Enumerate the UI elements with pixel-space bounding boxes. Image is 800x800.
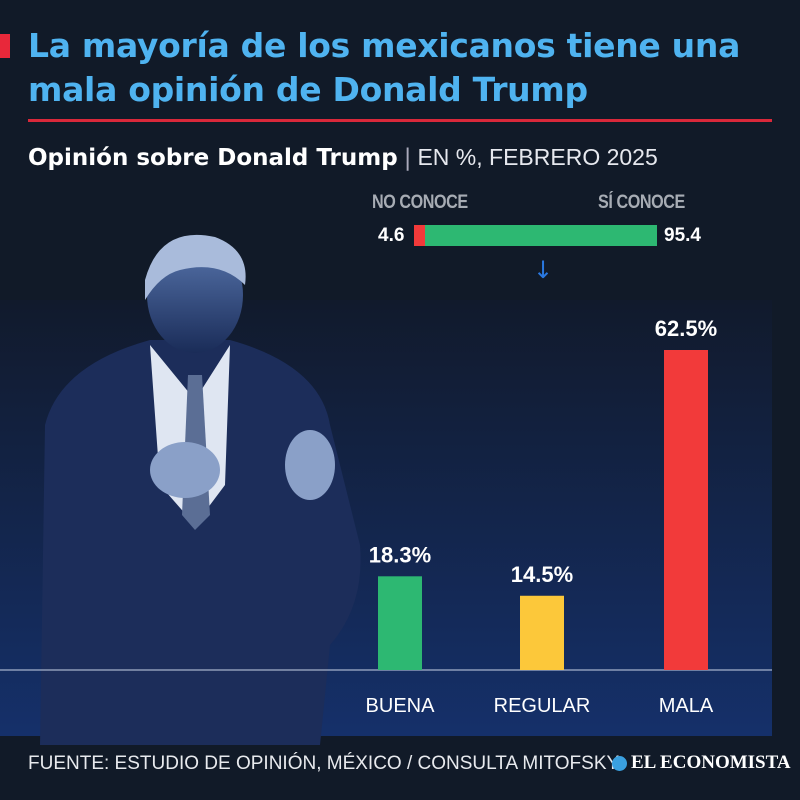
awareness-bar bbox=[414, 225, 657, 246]
chart-subtitle: Opinión sobre Donald Trump | EN %, FEBRERO… bbox=[28, 144, 658, 171]
category-label: MALA bbox=[659, 695, 714, 717]
title-accent-bar bbox=[0, 34, 10, 58]
bar-mala bbox=[664, 350, 708, 670]
globe-icon bbox=[612, 755, 627, 771]
value-label: 62.5% bbox=[655, 316, 717, 341]
bar-buena bbox=[378, 576, 422, 670]
logo-text: EL ECONOMISTA bbox=[631, 752, 791, 773]
source-note: FUENTE: ESTUDIO DE OPINIÓN, MÉXICO / CON… bbox=[28, 753, 620, 774]
page-title: La mayoría de los mexicanos tiene una ma… bbox=[28, 26, 741, 109]
si-conoce-value: 95.4 bbox=[664, 225, 701, 246]
trump-photo bbox=[40, 234, 361, 745]
si-conoce-label: SÍ CONOCE bbox=[598, 192, 685, 213]
value-label: 14.5% bbox=[511, 562, 573, 587]
arrow-down-icon: ↓ bbox=[533, 256, 554, 284]
value-label: 18.3% bbox=[369, 542, 431, 567]
no-conoce-label: NO CONOCE bbox=[372, 192, 468, 213]
title-divider bbox=[28, 119, 772, 122]
subtitle-text: Opinión sobre Donald Trump bbox=[28, 145, 398, 171]
subtitle-separator: | bbox=[403, 145, 412, 171]
awareness-no-segment bbox=[414, 225, 426, 246]
category-label: REGULAR bbox=[494, 695, 591, 717]
bar-regular bbox=[520, 595, 564, 670]
category-label: BUENA bbox=[366, 695, 436, 717]
awareness-yes-segment bbox=[425, 225, 657, 246]
el-economista-logo: EL ECONOMISTA bbox=[612, 752, 791, 774]
unit-label: EN %, FEBRERO 2025 bbox=[417, 144, 658, 170]
no-conoce-value: 4.6 bbox=[378, 225, 405, 246]
